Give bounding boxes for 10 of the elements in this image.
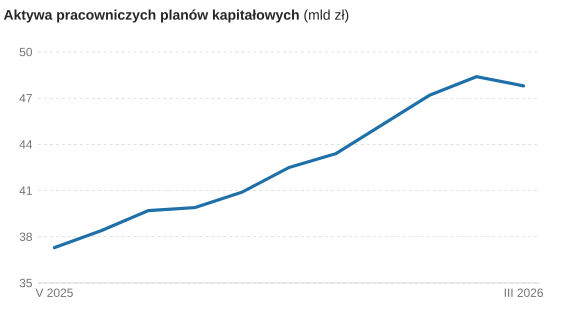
x-tick-label: V 2025 [36,288,73,297]
y-tick-label: 35 [20,278,32,288]
y-tick-label: 41 [19,186,32,195]
y-tick-label: 50 [20,48,32,56]
y-tick-label: 47 [19,94,32,102]
y-tick-label: 38 [20,232,32,242]
chart-title: Aktywa pracowniczych planów kapitałowych (mld zł) [4,9,348,23]
line-series [52,75,526,250]
x-tick-label: III 2026 [504,288,543,297]
y-tick-label: 44 [19,140,32,149]
